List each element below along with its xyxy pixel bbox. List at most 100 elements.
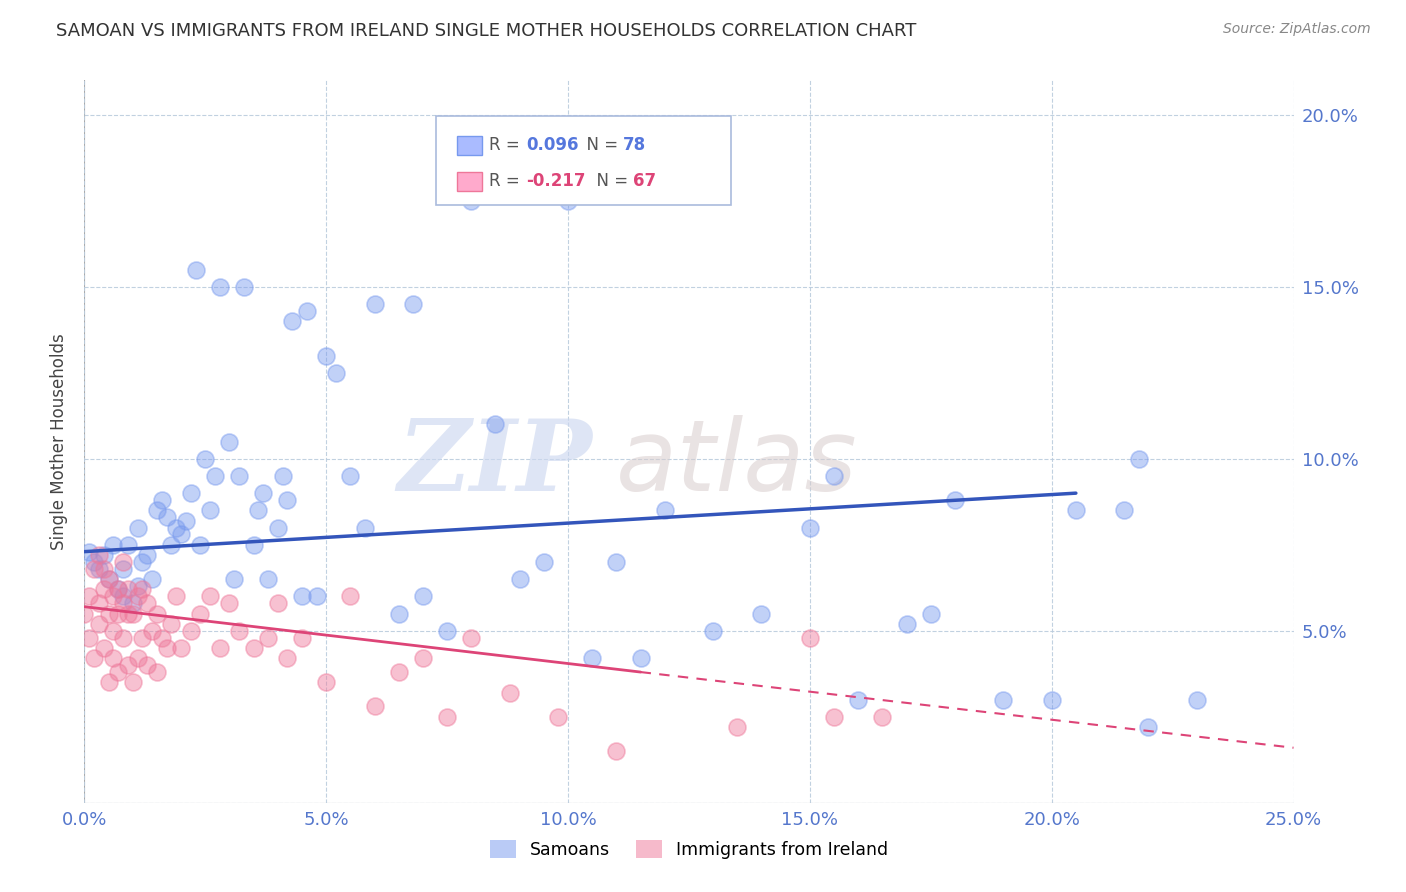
Point [160, 616, 183, 631]
Point [184, 262, 207, 277]
Point [107, 582, 129, 597]
Point [117, 538, 139, 552]
Point [112, 596, 135, 610]
Point [107, 665, 129, 679]
Point [146, 503, 169, 517]
Point [97, 572, 120, 586]
Point [112, 555, 135, 569]
Point [1128, 451, 1150, 466]
Point [872, 710, 894, 724]
Text: atlas: atlas [616, 415, 858, 512]
Point [388, 607, 411, 621]
Point [276, 493, 298, 508]
Point [97, 572, 120, 586]
Text: N =: N = [586, 171, 634, 190]
Point [896, 616, 918, 631]
Point [93, 562, 115, 576]
Point [339, 590, 361, 604]
Point [402, 297, 425, 311]
Point [218, 434, 240, 449]
Point [77, 631, 100, 645]
Text: R =: R = [489, 136, 526, 153]
Point [141, 624, 163, 638]
Text: -0.217: -0.217 [526, 171, 585, 190]
Point [87, 562, 110, 576]
Point [460, 631, 482, 645]
Point [180, 624, 202, 638]
Point [117, 582, 139, 597]
Point [305, 590, 328, 604]
Point [247, 503, 270, 517]
Point [412, 651, 434, 665]
Point [1185, 692, 1208, 706]
Text: 78: 78 [623, 136, 645, 153]
Point [131, 555, 153, 569]
Point [103, 651, 125, 665]
Point [630, 651, 652, 665]
Point [267, 520, 290, 534]
Point [155, 510, 177, 524]
Point [228, 624, 250, 638]
Point [83, 555, 105, 569]
Point [252, 486, 274, 500]
Point [363, 699, 385, 714]
Point [93, 640, 115, 655]
Point [165, 590, 187, 604]
Point [257, 631, 280, 645]
Point [208, 640, 231, 655]
Point [93, 582, 115, 597]
Point [581, 651, 603, 665]
Point [150, 493, 173, 508]
Point [605, 744, 627, 758]
Point [799, 520, 821, 534]
Point [198, 590, 221, 604]
Point [146, 607, 169, 621]
Point [112, 631, 135, 645]
Point [121, 596, 143, 610]
Point [97, 607, 120, 621]
Point [93, 548, 115, 562]
Point [920, 607, 942, 621]
Point [165, 520, 187, 534]
Point [107, 607, 129, 621]
Point [117, 658, 139, 673]
Point [127, 651, 149, 665]
Point [155, 640, 177, 655]
Point [295, 303, 318, 318]
Point [97, 675, 120, 690]
Point [170, 640, 193, 655]
Point [127, 520, 149, 534]
Point [141, 572, 163, 586]
Point [117, 607, 139, 621]
Text: Source: ZipAtlas.com: Source: ZipAtlas.com [1223, 22, 1371, 37]
Point [271, 469, 294, 483]
Point [208, 279, 231, 293]
Point [499, 686, 522, 700]
Point [605, 555, 627, 569]
Point [846, 692, 869, 706]
Point [136, 596, 159, 610]
Point [276, 651, 298, 665]
Point [83, 651, 105, 665]
Point [242, 640, 264, 655]
Point [484, 417, 506, 432]
Point [160, 538, 183, 552]
Point [77, 590, 100, 604]
Point [136, 658, 159, 673]
Point [943, 493, 966, 508]
Point [127, 590, 149, 604]
Point [190, 607, 212, 621]
Point [533, 555, 555, 569]
Point [460, 194, 482, 208]
Point [112, 562, 135, 576]
Point [204, 469, 226, 483]
Text: R =: R = [489, 171, 526, 190]
Point [725, 720, 748, 734]
Point [131, 631, 153, 645]
Point [291, 631, 314, 645]
Point [823, 710, 845, 724]
Point [127, 579, 149, 593]
Point [363, 297, 385, 311]
Point [194, 451, 217, 466]
Y-axis label: Single Mother Households: Single Mother Households [51, 334, 69, 549]
